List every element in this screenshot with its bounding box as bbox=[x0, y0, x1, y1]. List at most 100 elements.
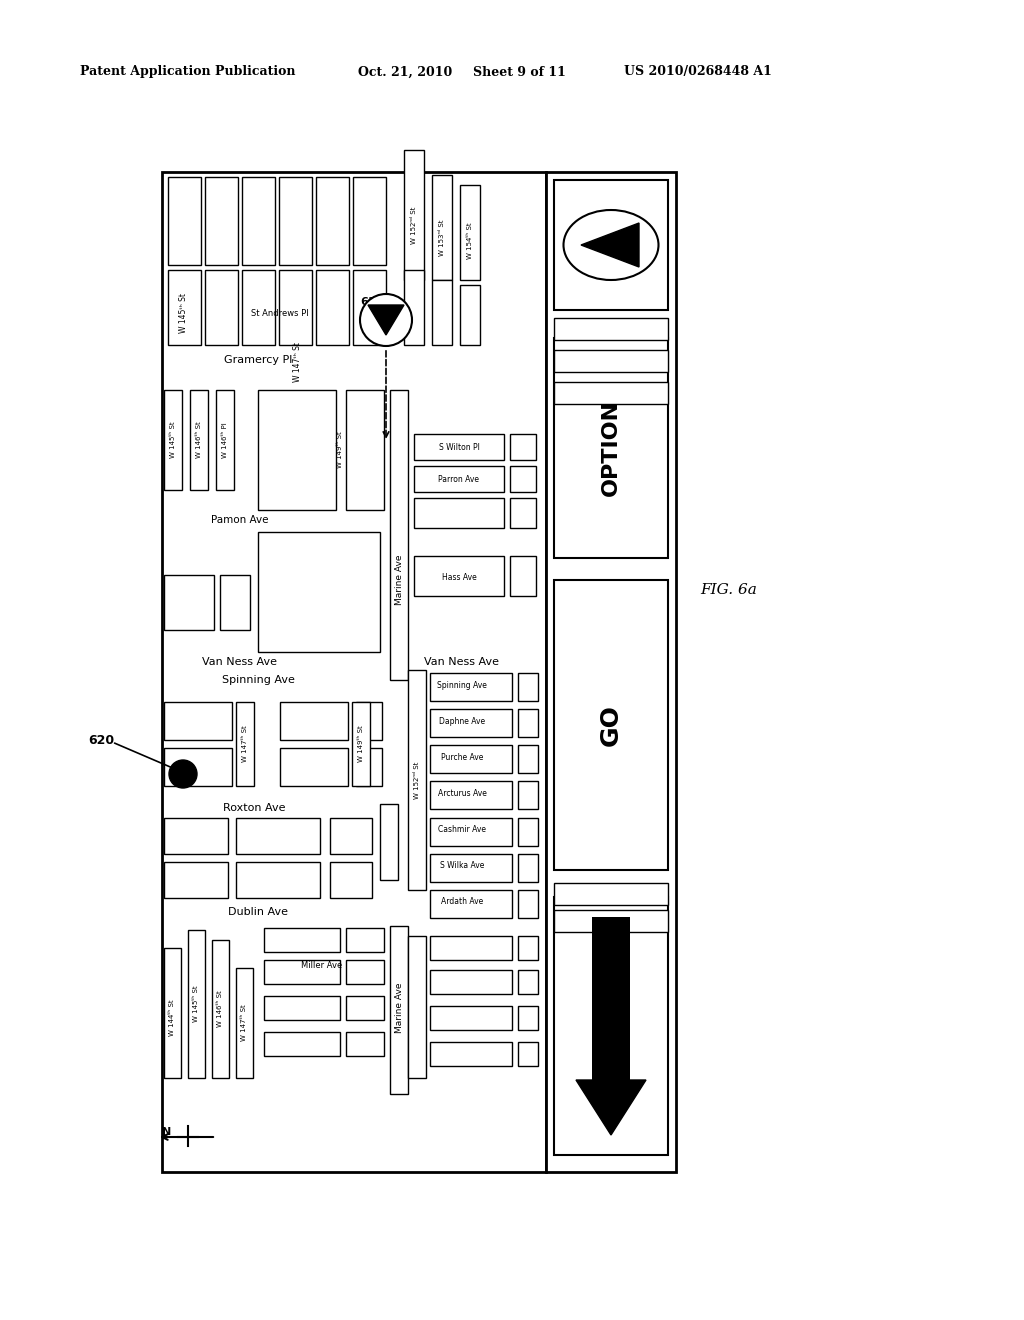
Bar bbox=[414, 556, 504, 597]
Text: W 145ᵗʰ St: W 145ᵗʰ St bbox=[170, 421, 176, 458]
Text: W 145ᵗʰ St: W 145ᵗʰ St bbox=[193, 986, 199, 1022]
Bar bbox=[554, 909, 668, 932]
Bar bbox=[164, 948, 181, 1078]
Bar bbox=[518, 890, 538, 917]
Text: 620: 620 bbox=[88, 734, 114, 747]
Bar bbox=[554, 883, 668, 906]
Text: St Andrews Pl: St Andrews Pl bbox=[251, 309, 309, 318]
Bar bbox=[430, 709, 512, 737]
Polygon shape bbox=[575, 1080, 646, 1135]
Text: Roxton Ave: Roxton Ave bbox=[223, 803, 286, 813]
Bar bbox=[518, 673, 538, 701]
Bar bbox=[518, 709, 538, 737]
Bar bbox=[316, 271, 349, 345]
Text: W 146ᵗʰ St: W 146ᵗʰ St bbox=[196, 421, 202, 458]
Text: Spinning Ave: Spinning Ave bbox=[437, 681, 487, 689]
Bar bbox=[188, 931, 205, 1078]
Bar bbox=[216, 389, 234, 490]
Bar bbox=[353, 177, 386, 265]
Text: W 152ⁿᵈ St: W 152ⁿᵈ St bbox=[411, 206, 417, 244]
Polygon shape bbox=[581, 223, 639, 267]
Text: Miller Ave: Miller Ave bbox=[301, 961, 343, 970]
Bar bbox=[432, 176, 452, 280]
Bar bbox=[346, 997, 384, 1020]
Bar bbox=[346, 928, 384, 952]
Bar bbox=[554, 579, 668, 870]
Bar bbox=[554, 898, 668, 1155]
Bar bbox=[205, 271, 238, 345]
Text: Marine Ave: Marine Ave bbox=[394, 554, 403, 606]
Bar bbox=[356, 702, 382, 741]
Circle shape bbox=[360, 294, 412, 346]
Bar bbox=[242, 177, 275, 265]
Bar bbox=[164, 748, 232, 785]
Bar bbox=[264, 928, 340, 952]
Text: W 145ᵗʰ St: W 145ᵗʰ St bbox=[179, 293, 188, 333]
Bar bbox=[518, 936, 538, 960]
Bar bbox=[330, 862, 372, 898]
Bar bbox=[430, 818, 512, 846]
Bar bbox=[592, 917, 630, 1080]
Bar bbox=[280, 702, 348, 741]
Bar bbox=[212, 940, 229, 1078]
Bar bbox=[430, 1006, 512, 1030]
Bar bbox=[430, 854, 512, 882]
Text: Purche Ave: Purche Ave bbox=[440, 752, 483, 762]
Bar bbox=[164, 862, 228, 898]
Text: W 147ᵗʰ St: W 147ᵗʰ St bbox=[294, 342, 302, 381]
Bar bbox=[164, 576, 214, 630]
Text: W 152ⁿᵈ St: W 152ⁿᵈ St bbox=[414, 762, 420, 799]
Polygon shape bbox=[368, 305, 404, 335]
Text: US 2010/0268448 A1: US 2010/0268448 A1 bbox=[624, 66, 772, 78]
Bar bbox=[554, 338, 668, 558]
Bar bbox=[430, 673, 512, 701]
Bar bbox=[430, 781, 512, 809]
Text: W 144ᵗʰ St: W 144ᵗʰ St bbox=[169, 999, 175, 1036]
Text: Ardath Ave: Ardath Ave bbox=[441, 896, 483, 906]
Bar bbox=[432, 280, 452, 345]
Text: Dublin Ave: Dublin Ave bbox=[228, 907, 288, 917]
Bar bbox=[460, 185, 480, 280]
Bar bbox=[236, 818, 319, 854]
Text: Arcturus Ave: Arcturus Ave bbox=[437, 788, 486, 797]
Bar bbox=[518, 854, 538, 882]
Bar bbox=[346, 1032, 384, 1056]
Bar bbox=[518, 818, 538, 846]
Ellipse shape bbox=[563, 210, 658, 280]
Text: W 154ᵗʰ St: W 154ᵗʰ St bbox=[467, 223, 473, 259]
Bar bbox=[162, 172, 546, 1172]
Bar bbox=[380, 804, 398, 880]
Bar bbox=[554, 381, 668, 404]
Bar bbox=[510, 498, 536, 528]
Bar bbox=[390, 389, 408, 680]
Text: Oct. 21, 2010: Oct. 21, 2010 bbox=[358, 66, 453, 78]
Text: W 153ʳᵈ St: W 153ʳᵈ St bbox=[439, 219, 445, 256]
Bar bbox=[346, 389, 384, 510]
Bar bbox=[264, 1032, 340, 1056]
Text: Van Ness Ave: Van Ness Ave bbox=[203, 657, 278, 667]
Bar bbox=[280, 748, 348, 785]
Bar bbox=[518, 1006, 538, 1030]
Bar bbox=[510, 556, 536, 597]
Text: Spinning Ave: Spinning Ave bbox=[221, 675, 295, 685]
Bar bbox=[190, 389, 208, 490]
Bar bbox=[518, 970, 538, 994]
Bar bbox=[546, 172, 676, 1172]
Bar bbox=[330, 818, 372, 854]
Bar bbox=[236, 702, 254, 785]
Bar bbox=[279, 177, 312, 265]
Bar bbox=[414, 434, 504, 459]
Text: OPTION: OPTION bbox=[601, 400, 621, 496]
Bar bbox=[460, 285, 480, 345]
Bar bbox=[408, 936, 426, 1078]
Text: Patent Application Publication: Patent Application Publication bbox=[80, 66, 296, 78]
Bar bbox=[554, 350, 668, 372]
Bar bbox=[404, 150, 424, 280]
Text: S Wilka Ave: S Wilka Ave bbox=[440, 861, 484, 870]
Bar bbox=[236, 862, 319, 898]
Bar bbox=[390, 927, 408, 1094]
Bar bbox=[168, 177, 201, 265]
Bar bbox=[164, 702, 232, 741]
Bar bbox=[242, 271, 275, 345]
Bar bbox=[279, 271, 312, 345]
